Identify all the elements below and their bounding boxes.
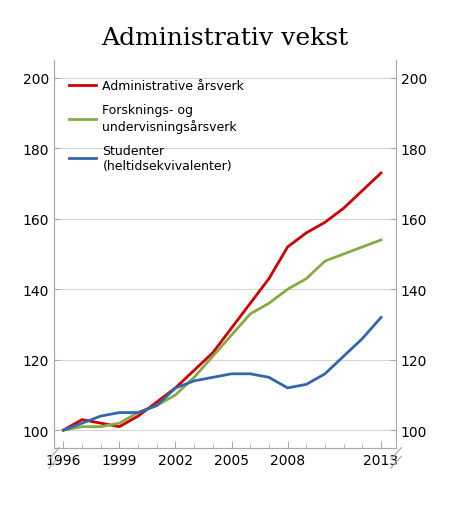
Administrative årsverk [210, 350, 216, 356]
Administrative årsverk [322, 220, 328, 226]
Administrative årsverk [117, 424, 122, 430]
Studenter
(heltidsekvivalenter) [229, 371, 234, 377]
Administrative årsverk [173, 385, 178, 391]
Studenter
(heltidsekvivalenter) [266, 375, 272, 381]
Forsknings- og
undervisningsårsverk [210, 353, 216, 359]
Studenter
(heltidsekvivalenter) [304, 382, 309, 388]
Studenter
(heltidsekvivalenter) [79, 420, 85, 427]
Forsknings- og
undervisningsårsverk [248, 311, 253, 317]
Studenter
(heltidsekvivalenter) [191, 378, 197, 384]
Studenter
(heltidsekvivalenter) [135, 410, 141, 416]
Administrative årsverk [285, 244, 290, 250]
Studenter
(heltidsekvivalenter) [154, 403, 159, 409]
Studenter
(heltidsekvivalenter) [285, 385, 290, 391]
Administrative årsverk [61, 427, 66, 433]
Title: Administrativ vekst: Administrativ vekst [101, 26, 349, 49]
Studenter
(heltidsekvivalenter) [98, 413, 104, 419]
Forsknings- og
undervisningsårsverk [154, 403, 159, 409]
Administrative årsverk [191, 367, 197, 374]
Line: Forsknings- og
undervisningsårsverk: Forsknings- og undervisningsårsverk [63, 240, 381, 430]
Forsknings- og
undervisningsårsverk [285, 287, 290, 293]
Forsknings- og
undervisningsårsverk [98, 424, 104, 430]
Forsknings- og
undervisningsårsverk [341, 251, 346, 258]
Administrative årsverk [98, 420, 104, 427]
Forsknings- og
undervisningsårsverk [378, 237, 384, 243]
Studenter
(heltidsekvivalenter) [248, 371, 253, 377]
Administrative årsverk [135, 413, 141, 419]
Studenter
(heltidsekvivalenter) [173, 385, 178, 391]
Studenter
(heltidsekvivalenter) [378, 315, 384, 321]
Administrative årsverk [378, 171, 384, 177]
Studenter
(heltidsekvivalenter) [322, 371, 328, 377]
Administrative årsverk [304, 231, 309, 237]
Forsknings- og
undervisningsårsverk [360, 244, 365, 250]
Forsknings- og
undervisningsårsverk [79, 424, 85, 430]
Administrative årsverk [360, 188, 365, 194]
Administrative årsverk [266, 276, 272, 282]
Administrative årsverk [248, 301, 253, 307]
Studenter
(heltidsekvivalenter) [360, 336, 365, 342]
Studenter
(heltidsekvivalenter) [117, 410, 122, 416]
Administrative årsverk [229, 325, 234, 331]
Forsknings- og
undervisningsårsverk [322, 259, 328, 265]
Forsknings- og
undervisningsårsverk [229, 332, 234, 338]
Studenter
(heltidsekvivalenter) [210, 375, 216, 381]
Legend: Administrative årsverk, Forsknings- og
undervisningsårsverk, Studenter
(heltidse: Administrative årsverk, Forsknings- og u… [63, 75, 249, 178]
Forsknings- og
undervisningsårsverk [61, 427, 66, 433]
Line: Administrative årsverk: Administrative årsverk [63, 174, 381, 430]
Administrative årsverk [154, 399, 159, 405]
Forsknings- og
undervisningsårsverk [266, 301, 272, 307]
Forsknings- og
undervisningsårsverk [117, 420, 122, 427]
Forsknings- og
undervisningsårsverk [173, 392, 178, 398]
Forsknings- og
undervisningsårsverk [191, 375, 197, 381]
Administrative årsverk [341, 206, 346, 212]
Forsknings- og
undervisningsårsverk [304, 276, 309, 282]
Administrative årsverk [79, 417, 85, 423]
Studenter
(heltidsekvivalenter) [61, 427, 66, 433]
Studenter
(heltidsekvivalenter) [341, 353, 346, 359]
Line: Studenter
(heltidsekvivalenter): Studenter (heltidsekvivalenter) [63, 318, 381, 430]
Forsknings- og
undervisningsårsverk [135, 410, 141, 416]
